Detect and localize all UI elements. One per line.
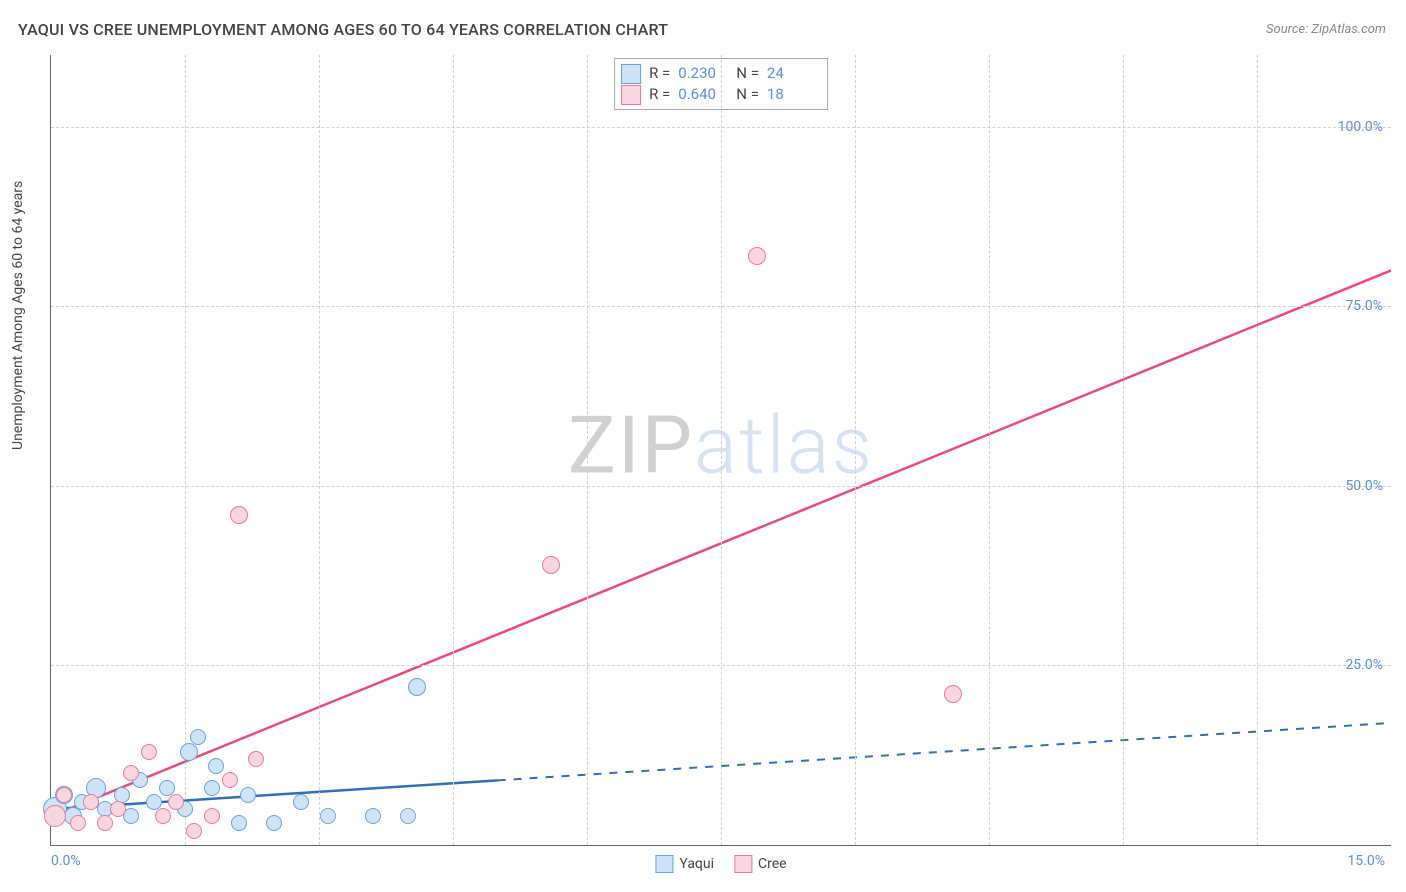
data-point-cree bbox=[542, 556, 560, 574]
stat-n-value: 18 bbox=[767, 84, 817, 105]
data-point-cree bbox=[44, 805, 66, 827]
data-point-cree bbox=[186, 823, 202, 839]
stat-r-label: R = bbox=[649, 84, 670, 105]
data-point-cree bbox=[83, 794, 99, 810]
data-point-cree bbox=[222, 772, 238, 788]
swatch-icon bbox=[655, 855, 673, 873]
gridline-v bbox=[855, 55, 856, 845]
stat-n-label: N = bbox=[736, 63, 759, 84]
data-point-cree bbox=[110, 801, 126, 817]
data-point-cree bbox=[155, 808, 171, 824]
y-tick-label: 100.0% bbox=[1338, 119, 1383, 135]
swatch-icon bbox=[734, 855, 752, 873]
data-point-yaqui bbox=[400, 808, 416, 824]
data-point-yaqui bbox=[180, 743, 198, 761]
source-attribution: Source: ZipAtlas.com bbox=[1266, 22, 1386, 37]
stat-row-cree: R =0.640N =18 bbox=[621, 84, 817, 105]
data-point-cree bbox=[168, 794, 184, 810]
gridline-v bbox=[1123, 55, 1124, 845]
data-point-cree bbox=[248, 751, 264, 767]
data-point-cree bbox=[70, 815, 86, 831]
gridline-v bbox=[319, 55, 320, 845]
legend-label: Cree bbox=[758, 856, 787, 872]
data-point-cree bbox=[230, 506, 248, 524]
stat-n-value: 24 bbox=[767, 63, 817, 84]
data-point-yaqui bbox=[146, 794, 162, 810]
stat-n-label: N = bbox=[736, 84, 759, 105]
data-point-yaqui bbox=[190, 729, 206, 745]
data-point-yaqui bbox=[266, 815, 282, 831]
legend-label: Yaqui bbox=[679, 856, 714, 872]
data-point-cree bbox=[204, 808, 220, 824]
gridline-v bbox=[453, 55, 454, 845]
stat-r-label: R = bbox=[649, 63, 670, 84]
data-point-cree bbox=[944, 685, 962, 703]
gridline-v bbox=[721, 55, 722, 845]
data-point-yaqui bbox=[204, 780, 220, 796]
data-point-cree bbox=[56, 787, 72, 803]
y-tick-label: 50.0% bbox=[1345, 478, 1383, 494]
swatch-icon bbox=[621, 64, 641, 84]
data-point-yaqui bbox=[240, 787, 256, 803]
data-point-cree bbox=[748, 247, 766, 265]
data-point-yaqui bbox=[320, 808, 336, 824]
data-point-yaqui bbox=[208, 758, 224, 774]
gridline-v bbox=[1257, 55, 1258, 845]
legend-item-yaqui: Yaqui bbox=[655, 855, 714, 873]
data-point-cree bbox=[123, 765, 139, 781]
data-point-yaqui bbox=[159, 780, 175, 796]
y-tick-label: 75.0% bbox=[1345, 298, 1383, 314]
stat-row-yaqui: R =0.230N =24 bbox=[621, 63, 817, 84]
data-point-yaqui bbox=[365, 808, 381, 824]
x-tick-label: 15.0% bbox=[1347, 853, 1385, 869]
swatch-icon bbox=[621, 85, 641, 105]
legend-bottom: Yaqui Cree bbox=[655, 855, 786, 873]
x-tick-label: 0.0% bbox=[51, 853, 81, 869]
legend-item-cree: Cree bbox=[734, 855, 787, 873]
data-point-yaqui bbox=[231, 815, 247, 831]
gridline-v bbox=[185, 55, 186, 845]
data-point-cree bbox=[141, 744, 157, 760]
data-point-yaqui bbox=[408, 678, 426, 696]
gridline-v bbox=[989, 55, 990, 845]
chart-title: YAQUI VS CREE UNEMPLOYMENT AMONG AGES 60… bbox=[18, 20, 668, 39]
gridline-v bbox=[587, 55, 588, 845]
data-point-cree bbox=[97, 815, 113, 831]
plot-area: ZIPatlas R =0.230N =24R =0.640N =18 Yaqu… bbox=[50, 55, 1391, 846]
y-tick-label: 25.0% bbox=[1345, 657, 1383, 673]
y-axis-label: Unemployment Among Ages 60 to 64 years bbox=[10, 181, 26, 450]
data-point-yaqui bbox=[293, 794, 309, 810]
